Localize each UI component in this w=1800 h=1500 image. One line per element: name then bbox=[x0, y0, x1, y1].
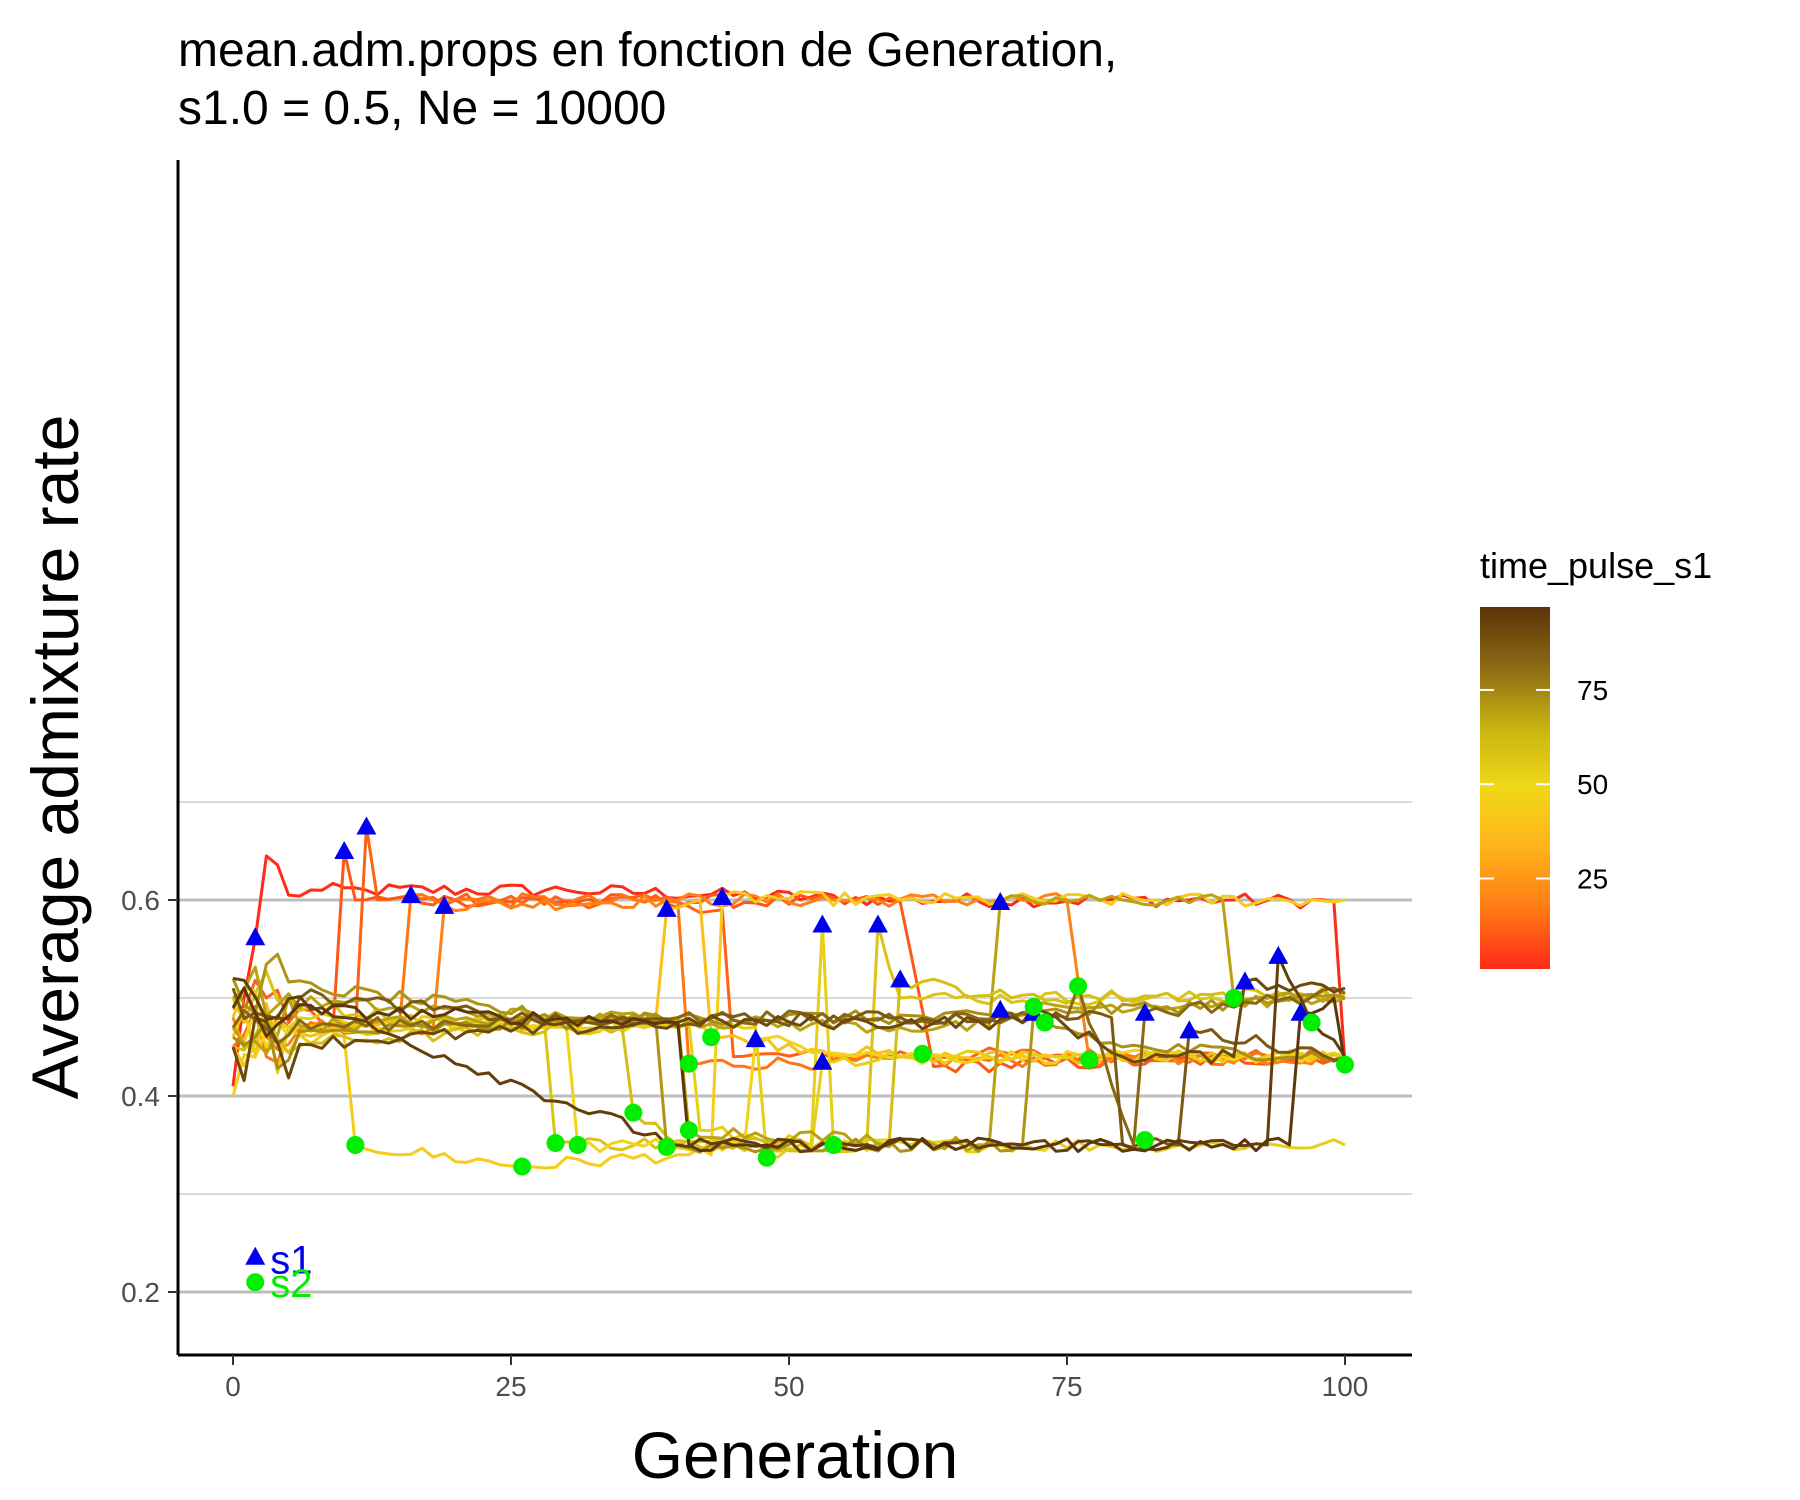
chart-title-line-2: s1.0 = 0.5, Ne = 10000 bbox=[178, 82, 666, 135]
s1-marker bbox=[812, 914, 833, 933]
series-line bbox=[231, 977, 1346, 1083]
s2-marker bbox=[913, 1044, 932, 1063]
s2-marker bbox=[546, 1134, 565, 1153]
series-line bbox=[231, 890, 1346, 1170]
s1-key-label: s1 bbox=[270, 1239, 312, 1283]
series-lines bbox=[231, 825, 1347, 1170]
s1-markers bbox=[245, 816, 1311, 1070]
s2-marker bbox=[1069, 977, 1088, 996]
s2-marker bbox=[824, 1136, 843, 1154]
s2-marker bbox=[1302, 1013, 1321, 1032]
legend-tick-label: 50 bbox=[1577, 769, 1608, 800]
s1-marker bbox=[334, 841, 355, 859]
marker-key: s1 s2 bbox=[245, 1239, 312, 1306]
legend-tick-label: 75 bbox=[1577, 675, 1608, 706]
s2-markers bbox=[346, 977, 1354, 1176]
x-tick-label: 50 bbox=[773, 1371, 804, 1402]
s2-marker bbox=[513, 1157, 532, 1176]
s1-marker bbox=[356, 816, 377, 835]
s1-marker bbox=[745, 1029, 766, 1048]
s1-marker bbox=[867, 914, 888, 933]
s1-marker bbox=[656, 898, 677, 917]
s1-marker bbox=[1179, 1020, 1200, 1039]
legend-title: time_pulse_s1 bbox=[1480, 545, 1712, 586]
legend-ticks: 25 50 75 bbox=[1480, 675, 1608, 895]
x-tick-label: 75 bbox=[1051, 1371, 1082, 1402]
series-line bbox=[231, 986, 1346, 1160]
s2-key-label: s2 bbox=[270, 1262, 312, 1306]
s2-marker bbox=[702, 1028, 721, 1047]
s1-marker bbox=[434, 895, 455, 914]
s2-marker bbox=[1135, 1131, 1154, 1150]
y-tick-label: 0.4 bbox=[121, 1081, 160, 1112]
s2-marker bbox=[1035, 1013, 1054, 1032]
y-ticks: 0.2 0.4 0.6 bbox=[121, 885, 178, 1308]
s2-marker bbox=[679, 1054, 698, 1073]
s2-marker bbox=[346, 1136, 365, 1154]
series-line bbox=[231, 987, 1346, 1149]
s1-marker bbox=[812, 1051, 833, 1070]
legend-tick-label: 25 bbox=[1577, 864, 1608, 895]
s1-marker bbox=[245, 927, 266, 946]
color-legend: time_pulse_s1 25 50 75 bbox=[1480, 545, 1712, 969]
s1-marker bbox=[990, 891, 1011, 910]
s2-marker bbox=[624, 1103, 643, 1122]
y-tick-label: 0.2 bbox=[121, 1277, 160, 1308]
s2-marker bbox=[1336, 1055, 1354, 1074]
chart-title: mean.adm.props en fonction de Generation… bbox=[178, 24, 1117, 135]
s2-marker bbox=[657, 1137, 676, 1156]
x-tick-label: 25 bbox=[495, 1371, 526, 1402]
s1-marker bbox=[1234, 971, 1255, 990]
series-line bbox=[231, 984, 1346, 1147]
x-ticks: 0 25 50 75 100 bbox=[225, 1355, 1368, 1402]
s1-marker bbox=[890, 969, 911, 988]
s1-marker bbox=[400, 885, 421, 904]
s1-key-marker bbox=[245, 1246, 266, 1265]
x-tick-label: 100 bbox=[1322, 1371, 1369, 1402]
x-tick-label: 0 bbox=[225, 1371, 241, 1402]
s2-marker bbox=[1080, 1050, 1099, 1069]
series-line bbox=[231, 986, 1347, 1153]
axes bbox=[176, 160, 1412, 1357]
y-tick-label: 0.6 bbox=[121, 885, 160, 916]
s2-marker bbox=[679, 1121, 698, 1140]
s1-marker bbox=[1134, 1002, 1155, 1021]
chart-title-line-1: mean.adm.props en fonction de Generation… bbox=[178, 24, 1117, 77]
s2-key-marker bbox=[246, 1273, 265, 1292]
x-axis-title: Generation bbox=[632, 1418, 959, 1492]
s2-marker bbox=[568, 1136, 587, 1154]
series-line bbox=[232, 1009, 1346, 1070]
s2-marker bbox=[1024, 997, 1043, 1016]
s2-marker bbox=[1224, 989, 1243, 1007]
s1-marker bbox=[990, 999, 1011, 1018]
s2-marker bbox=[757, 1148, 776, 1167]
y-axis-title: Average admixture rate bbox=[18, 415, 92, 1100]
series-line bbox=[232, 977, 1346, 1153]
s1-marker bbox=[1268, 945, 1289, 964]
colorbar bbox=[1480, 607, 1550, 969]
s1-marker bbox=[712, 887, 733, 906]
